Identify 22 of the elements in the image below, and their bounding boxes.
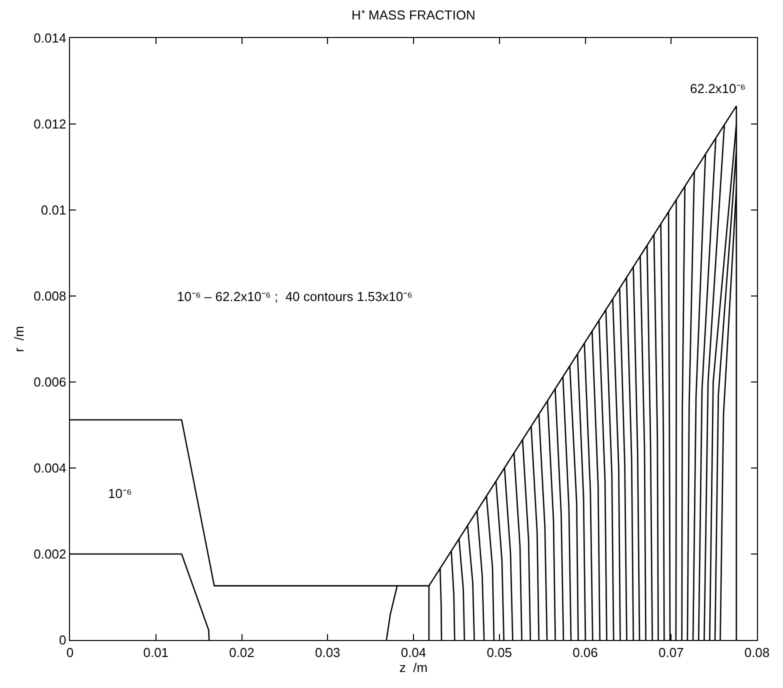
x-tick-label: 0.07 xyxy=(658,644,684,660)
x-axis-title: z /m xyxy=(399,660,428,675)
y-axis-title: r /m xyxy=(12,326,27,352)
x-tick-label: 0.08 xyxy=(744,644,770,660)
annotation: 62.2x10⁻⁶ xyxy=(690,81,746,96)
y-tick-label: 0.002 xyxy=(34,546,66,562)
y-tick-label: 0.014 xyxy=(34,30,66,46)
annotation: 10⁻⁶ – 62.2x10⁻⁶ ; 40 contours 1.53x10⁻⁶ xyxy=(177,289,412,304)
y-tick-label: 0 xyxy=(58,632,66,648)
chart-title: H⁺ MASS FRACTION xyxy=(352,7,476,22)
x-tick-label: 0.03 xyxy=(314,644,340,660)
y-tick-label: 0.01 xyxy=(40,202,66,218)
x-tick-label: 0.06 xyxy=(572,644,598,660)
y-tick-label: 0.004 xyxy=(34,460,66,476)
x-tick-label: 0.02 xyxy=(229,644,254,660)
y-tick-label: 0.008 xyxy=(34,288,66,304)
annotation: 10⁻⁶ xyxy=(108,486,132,501)
x-tick-label: 0.01 xyxy=(143,644,169,660)
x-tick-label: 0.04 xyxy=(400,644,426,660)
y-tick-label: 0.012 xyxy=(34,116,66,132)
y-tick-label: 0.006 xyxy=(34,374,66,390)
x-tick-label: 0.05 xyxy=(486,644,512,660)
